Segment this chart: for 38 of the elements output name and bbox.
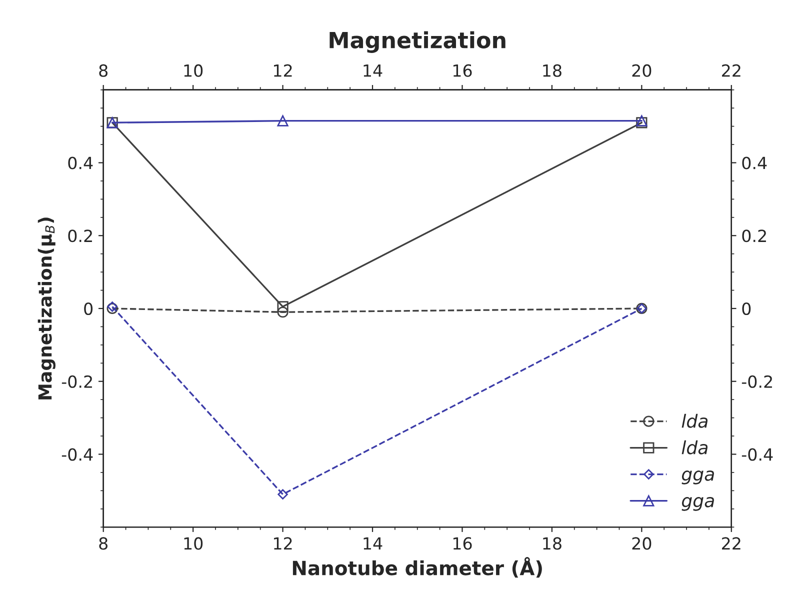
x2-tick-label: 22	[722, 64, 740, 77]
point	[278, 489, 288, 500]
x-tick-label: 10	[184, 537, 203, 550]
x2-tick-label: 14	[364, 64, 382, 77]
y-tick-label: 0.2	[68, 230, 92, 242]
y2-tick-label: 0	[742, 302, 751, 316]
x2-tick-label: 8	[99, 64, 108, 77]
x2-tick-label: 16	[453, 64, 472, 77]
y-tick-label: 0.4	[68, 156, 93, 170]
point	[277, 115, 288, 126]
y2-tick-label: -0.2	[742, 375, 772, 388]
point	[277, 301, 288, 312]
x-tick-label: 20	[632, 537, 652, 550]
x-tick-label: 18	[543, 537, 562, 550]
x-tick-label: 12	[274, 537, 292, 550]
y-tick-label: -0.2	[62, 375, 92, 388]
y2-tick-label: -0.4	[742, 448, 773, 461]
legend-label: gga	[682, 470, 714, 484]
y-tick-label: -0.4	[62, 448, 93, 461]
y2-tick-label: 0.4	[742, 156, 767, 170]
x-tick-label: 14	[364, 537, 382, 550]
x-axis-title: Nanotube diameter (Å)	[292, 557, 542, 578]
legend-label: gga	[682, 497, 714, 511]
chart-title: Magnetization	[330, 31, 506, 53]
x2-tick-label: 20	[632, 64, 652, 77]
x2-tick-label: 10	[184, 64, 203, 77]
x-tick-label: 22	[722, 537, 740, 550]
x2-tick-label: 12	[274, 64, 292, 77]
x-tick-label: 16	[453, 537, 472, 550]
legend-label: lda	[682, 414, 708, 428]
point	[277, 306, 288, 318]
point	[107, 302, 118, 312]
x-tick-label: 8	[99, 537, 108, 550]
y-axis-title: Magnetization(μ$_{B}$)	[38, 218, 56, 400]
y2-tick-label: 0.2	[742, 230, 766, 242]
y-tick-label: 0	[84, 302, 93, 316]
x2-tick-label: 18	[543, 64, 562, 77]
legend-label: lda	[682, 440, 708, 454]
